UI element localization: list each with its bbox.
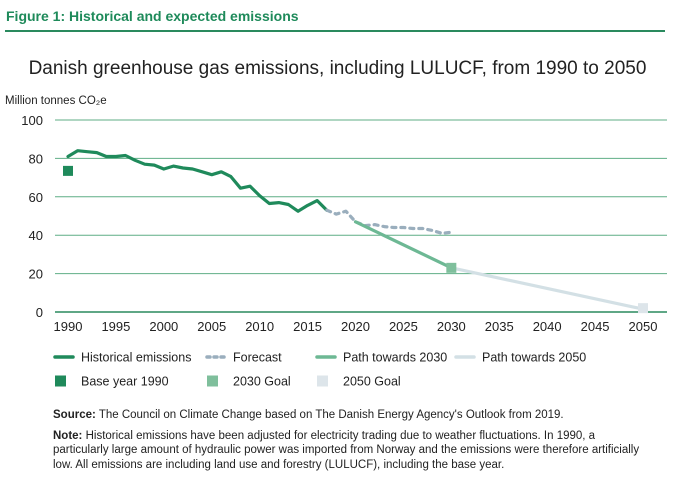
- x-tick-label: 2030: [437, 319, 466, 334]
- x-tick-label: 2050: [629, 319, 658, 334]
- x-tick-label: 2045: [581, 319, 610, 334]
- source-label: Source:: [53, 409, 96, 421]
- legend-label-path-towards-2030: Path towards 2030: [343, 351, 447, 365]
- y-tick-label: 0: [36, 305, 43, 320]
- x-tick-label: 2040: [533, 319, 562, 334]
- series-line-path-towards-2030: [353, 220, 453, 270]
- y-tick-label: 40: [29, 228, 43, 243]
- note-label: Note:: [53, 429, 83, 442]
- x-tick-label: 2015: [293, 319, 322, 334]
- x-tick-label: 2005: [197, 319, 226, 334]
- note-text: Historical emissions have been adjusted …: [53, 429, 640, 471]
- x-tick-label: 2025: [389, 319, 418, 334]
- y-tick-label: 20: [29, 267, 43, 282]
- y-tick-label: 80: [29, 151, 43, 166]
- marker-base-year-1990: [63, 165, 73, 176]
- figure-label: Figure 1: Historical and expected emissi…: [6, 8, 299, 24]
- x-tick-label: 1995: [101, 319, 130, 334]
- legend-label-2050-goal: 2050 Goal: [343, 375, 401, 389]
- legend-label-2030-goal: 2030 Goal: [233, 375, 291, 389]
- header-divider: [5, 30, 665, 32]
- legend-label-base-year-1990: Base year 1990: [81, 375, 169, 389]
- x-tick-label: 1990: [54, 319, 83, 334]
- x-tick-label: 2035: [485, 319, 514, 334]
- legend-swatch-2030-goal: [207, 375, 218, 387]
- legend-swatch-2050-goal: [317, 375, 328, 387]
- y-axis-unit-label: Million tonnes CO₂e: [5, 95, 107, 107]
- y-tick-label: 60: [29, 190, 43, 205]
- series-line-path-towards-2050: [449, 266, 645, 311]
- x-tick-label: 2000: [149, 319, 178, 334]
- x-tick-label: 2020: [341, 319, 370, 334]
- source-note: Source: The Council on Climate Change ba…: [53, 408, 653, 423]
- x-tick-label: 2010: [245, 319, 274, 334]
- legend-label-path-towards-2050: Path towards 2050: [482, 351, 586, 365]
- y-tick-label: 100: [21, 113, 43, 128]
- chart-title: Danish greenhouse gas emissions, includi…: [28, 58, 647, 79]
- marker-2030-goal: [446, 262, 457, 273]
- legend-label-historical-emissions: Historical emissions: [81, 351, 191, 365]
- legend-swatch-base-year-1990: [55, 375, 66, 387]
- series-line-forecast: [325, 208, 453, 235]
- source-text: The Council on Climate Change based on T…: [95, 409, 564, 421]
- series-line-historical-emissions: [66, 149, 329, 213]
- footnote: Note: Historical emissions have been adj…: [53, 429, 653, 473]
- legend-label-forecast: Forecast: [233, 351, 282, 365]
- marker-2050-goal: [638, 303, 648, 314]
- chart-notes: Source: The Council on Climate Change ba…: [53, 408, 653, 478]
